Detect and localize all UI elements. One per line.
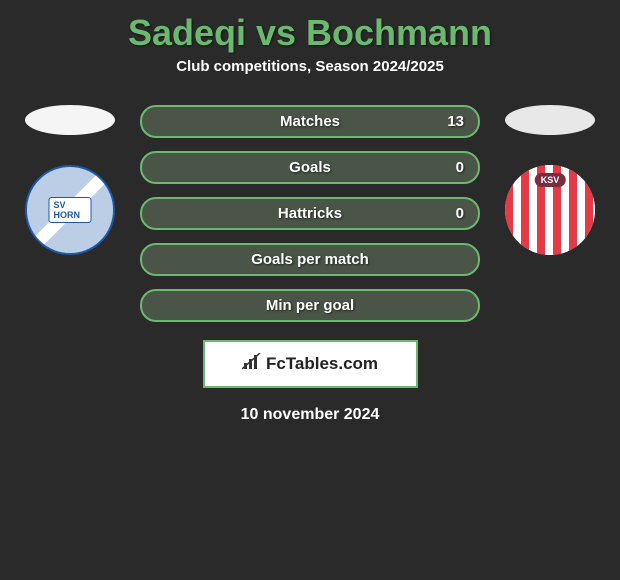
content-row: SV HORN Matches 13 Goals 0 Hattricks 0 G… <box>0 105 620 322</box>
stat-value-right: 0 <box>456 159 464 176</box>
chart-icon <box>242 353 262 376</box>
right-club-badge: KSV <box>505 165 595 255</box>
stat-row-hattricks: Hattricks 0 <box>140 197 480 230</box>
stat-value-right: 0 <box>456 205 464 222</box>
stat-row-min-per-goal: Min per goal <box>140 289 480 322</box>
page-subtitle: Club competitions, Season 2024/2025 <box>0 58 620 105</box>
stat-label: Hattricks <box>278 205 342 222</box>
stat-label: Goals per match <box>251 251 369 268</box>
left-player-col: SV HORN <box>20 105 120 255</box>
right-player-avatar-placeholder <box>505 105 595 135</box>
stats-list: Matches 13 Goals 0 Hattricks 0 Goals per… <box>140 105 480 322</box>
stat-row-goals-per-match: Goals per match <box>140 243 480 276</box>
stat-label: Matches <box>280 113 340 130</box>
right-player-col: KSV <box>500 105 600 255</box>
left-player-avatar-placeholder <box>25 105 115 135</box>
left-club-badge-label: SV HORN <box>49 197 92 223</box>
brand-box[interactable]: FcTables.com <box>203 340 418 388</box>
right-club-badge-label: KSV <box>535 173 566 187</box>
stat-label: Min per goal <box>266 297 354 314</box>
left-club-badge: SV HORN <box>25 165 115 255</box>
stat-label: Goals <box>289 159 331 176</box>
date-text: 10 november 2024 <box>0 406 620 424</box>
comparison-card: Sadeqi vs Bochmann Club competitions, Se… <box>0 0 620 424</box>
stat-row-goals: Goals 0 <box>140 151 480 184</box>
brand-text: FcTables.com <box>266 354 378 374</box>
stat-row-matches: Matches 13 <box>140 105 480 138</box>
stat-value-right: 13 <box>447 113 464 130</box>
page-title: Sadeqi vs Bochmann <box>0 0 620 58</box>
